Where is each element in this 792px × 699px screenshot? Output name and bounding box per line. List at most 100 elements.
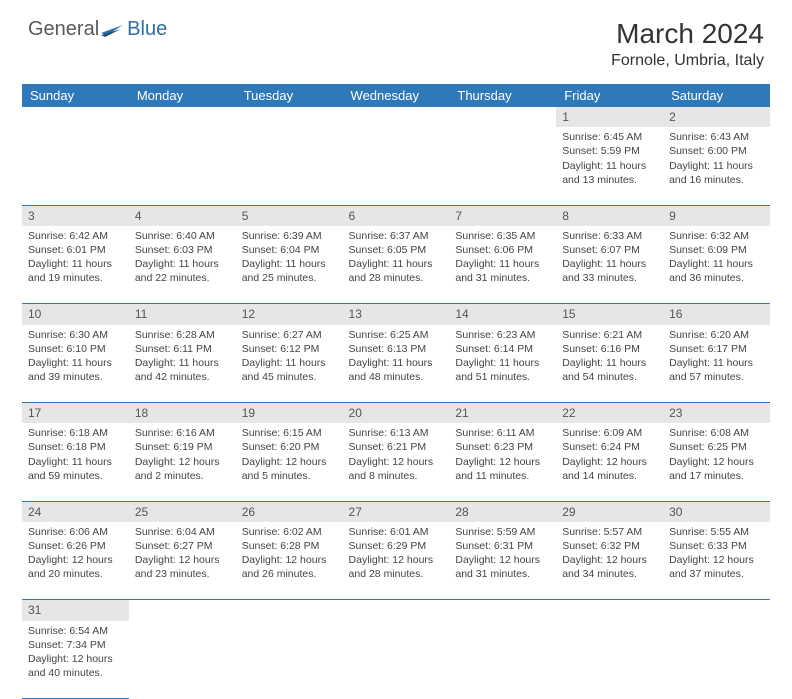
day-body-row: Sunrise: 6:42 AMSunset: 6:01 PMDaylight:…	[22, 226, 770, 304]
day-body-cell: Sunrise: 6:37 AMSunset: 6:05 PMDaylight:…	[343, 226, 450, 304]
day-info: Sunrise: 6:01 AMSunset: 6:29 PMDaylight:…	[349, 525, 444, 582]
day-info: Sunrise: 6:32 AMSunset: 6:09 PMDaylight:…	[669, 229, 764, 286]
day-number-cell: 26	[236, 501, 343, 522]
day-number-cell: 17	[22, 403, 129, 424]
day-number-cell: 27	[343, 501, 450, 522]
day-body-row: Sunrise: 6:06 AMSunset: 6:26 PMDaylight:…	[22, 522, 770, 600]
day-number-cell: 7	[449, 205, 556, 226]
day-number-cell	[449, 107, 556, 127]
day-number-cell: 31	[22, 600, 129, 621]
day-body-cell: Sunrise: 6:33 AMSunset: 6:07 PMDaylight:…	[556, 226, 663, 304]
day-number-cell: 22	[556, 403, 663, 424]
day-body-cell: Sunrise: 6:30 AMSunset: 6:10 PMDaylight:…	[22, 325, 129, 403]
day-info: Sunrise: 6:39 AMSunset: 6:04 PMDaylight:…	[242, 229, 337, 286]
day-info: Sunrise: 5:55 AMSunset: 6:33 PMDaylight:…	[669, 525, 764, 582]
day-number-cell: 15	[556, 304, 663, 325]
day-number-cell	[343, 107, 450, 127]
day-number-cell	[236, 600, 343, 621]
day-number-row: 24252627282930	[22, 501, 770, 522]
weekday-header: Friday	[556, 84, 663, 107]
day-info: Sunrise: 6:28 AMSunset: 6:11 PMDaylight:…	[135, 328, 230, 385]
day-body-cell: Sunrise: 6:39 AMSunset: 6:04 PMDaylight:…	[236, 226, 343, 304]
day-info: Sunrise: 6:33 AMSunset: 6:07 PMDaylight:…	[562, 229, 657, 286]
day-body-cell: Sunrise: 6:32 AMSunset: 6:09 PMDaylight:…	[663, 226, 770, 304]
day-body-cell	[236, 127, 343, 205]
weekday-header: Saturday	[663, 84, 770, 107]
day-info: Sunrise: 6:43 AMSunset: 6:00 PMDaylight:…	[669, 130, 764, 187]
day-number-cell: 4	[129, 205, 236, 226]
day-info: Sunrise: 6:13 AMSunset: 6:21 PMDaylight:…	[349, 426, 444, 483]
day-body-cell	[449, 621, 556, 699]
day-info: Sunrise: 6:20 AMSunset: 6:17 PMDaylight:…	[669, 328, 764, 385]
day-number-cell	[343, 600, 450, 621]
day-number-cell	[663, 600, 770, 621]
day-info: Sunrise: 6:09 AMSunset: 6:24 PMDaylight:…	[562, 426, 657, 483]
day-number-cell: 3	[22, 205, 129, 226]
day-number-cell: 5	[236, 205, 343, 226]
day-number-cell: 1	[556, 107, 663, 127]
day-body-cell: Sunrise: 6:02 AMSunset: 6:28 PMDaylight:…	[236, 522, 343, 600]
day-body-cell: Sunrise: 6:06 AMSunset: 6:26 PMDaylight:…	[22, 522, 129, 600]
day-info: Sunrise: 6:37 AMSunset: 6:05 PMDaylight:…	[349, 229, 444, 286]
day-info: Sunrise: 6:11 AMSunset: 6:23 PMDaylight:…	[455, 426, 550, 483]
day-body-cell: Sunrise: 6:09 AMSunset: 6:24 PMDaylight:…	[556, 423, 663, 501]
day-info: Sunrise: 5:59 AMSunset: 6:31 PMDaylight:…	[455, 525, 550, 582]
day-info: Sunrise: 6:45 AMSunset: 5:59 PMDaylight:…	[562, 130, 657, 187]
day-number-cell: 30	[663, 501, 770, 522]
day-body-cell: Sunrise: 6:35 AMSunset: 6:06 PMDaylight:…	[449, 226, 556, 304]
day-body-row: Sunrise: 6:45 AMSunset: 5:59 PMDaylight:…	[22, 127, 770, 205]
day-body-cell: Sunrise: 6:13 AMSunset: 6:21 PMDaylight:…	[343, 423, 450, 501]
day-number-cell: 10	[22, 304, 129, 325]
day-number-cell: 14	[449, 304, 556, 325]
weekday-header: Wednesday	[343, 84, 450, 107]
day-info: Sunrise: 5:57 AMSunset: 6:32 PMDaylight:…	[562, 525, 657, 582]
day-info: Sunrise: 6:21 AMSunset: 6:16 PMDaylight:…	[562, 328, 657, 385]
day-body-cell: Sunrise: 6:40 AMSunset: 6:03 PMDaylight:…	[129, 226, 236, 304]
day-body-cell: Sunrise: 6:25 AMSunset: 6:13 PMDaylight:…	[343, 325, 450, 403]
day-number-cell: 19	[236, 403, 343, 424]
month-title: March 2024	[611, 18, 764, 50]
day-number-cell: 29	[556, 501, 663, 522]
day-number-row: 3456789	[22, 205, 770, 226]
weekday-header: Thursday	[449, 84, 556, 107]
day-body-cell	[22, 127, 129, 205]
day-number-cell: 28	[449, 501, 556, 522]
day-number-cell	[236, 107, 343, 127]
day-number-cell: 13	[343, 304, 450, 325]
day-body-cell: Sunrise: 6:23 AMSunset: 6:14 PMDaylight:…	[449, 325, 556, 403]
day-info: Sunrise: 6:25 AMSunset: 6:13 PMDaylight:…	[349, 328, 444, 385]
day-body-cell	[236, 621, 343, 699]
day-body-cell: Sunrise: 6:11 AMSunset: 6:23 PMDaylight:…	[449, 423, 556, 501]
day-body-cell: Sunrise: 6:18 AMSunset: 6:18 PMDaylight:…	[22, 423, 129, 501]
day-body-cell	[343, 127, 450, 205]
day-info: Sunrise: 6:18 AMSunset: 6:18 PMDaylight:…	[28, 426, 123, 483]
day-body-cell	[556, 621, 663, 699]
day-number-cell: 20	[343, 403, 450, 424]
day-info: Sunrise: 6:02 AMSunset: 6:28 PMDaylight:…	[242, 525, 337, 582]
day-info: Sunrise: 6:27 AMSunset: 6:12 PMDaylight:…	[242, 328, 337, 385]
day-number-cell: 11	[129, 304, 236, 325]
day-body-cell: Sunrise: 6:45 AMSunset: 5:59 PMDaylight:…	[556, 127, 663, 205]
day-number-cell	[129, 600, 236, 621]
day-number-cell	[556, 600, 663, 621]
day-number-cell: 6	[343, 205, 450, 226]
weekday-header: Tuesday	[236, 84, 343, 107]
day-info: Sunrise: 6:42 AMSunset: 6:01 PMDaylight:…	[28, 229, 123, 286]
day-body-cell: Sunrise: 5:59 AMSunset: 6:31 PMDaylight:…	[449, 522, 556, 600]
day-number-cell: 16	[663, 304, 770, 325]
day-info: Sunrise: 6:35 AMSunset: 6:06 PMDaylight:…	[455, 229, 550, 286]
day-number-cell: 18	[129, 403, 236, 424]
day-number-cell: 12	[236, 304, 343, 325]
day-number-cell: 8	[556, 205, 663, 226]
day-info: Sunrise: 6:04 AMSunset: 6:27 PMDaylight:…	[135, 525, 230, 582]
day-body-cell: Sunrise: 6:01 AMSunset: 6:29 PMDaylight:…	[343, 522, 450, 600]
day-body-cell	[129, 621, 236, 699]
day-body-cell: Sunrise: 6:43 AMSunset: 6:00 PMDaylight:…	[663, 127, 770, 205]
location: Fornole, Umbria, Italy	[611, 52, 764, 70]
day-info: Sunrise: 6:16 AMSunset: 6:19 PMDaylight:…	[135, 426, 230, 483]
day-body-row: Sunrise: 6:54 AMSunset: 7:34 PMDaylight:…	[22, 621, 770, 699]
day-number-cell: 21	[449, 403, 556, 424]
day-number-row: 17181920212223	[22, 403, 770, 424]
day-number-cell: 2	[663, 107, 770, 127]
day-number-cell: 9	[663, 205, 770, 226]
